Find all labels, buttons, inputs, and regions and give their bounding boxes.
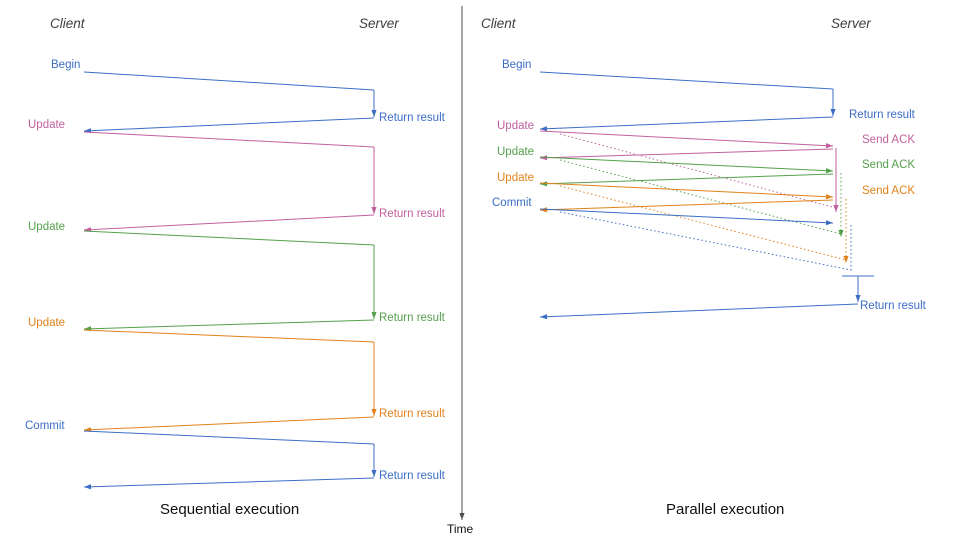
par-update1-request <box>539 130 834 147</box>
parallel-execution-caption: Parallel execution <box>666 501 785 518</box>
seq-commit-request <box>83 430 375 445</box>
par-update1-request-arrowhead <box>825 143 833 149</box>
par-begin-process-arrowhead <box>830 109 836 116</box>
par-update1-defer <box>559 133 837 209</box>
seq-update3-process-arrowhead <box>371 409 377 416</box>
seq-update2-request <box>83 230 375 246</box>
par-update3-defer <box>559 185 847 261</box>
par-update3-ack-arrowhead <box>540 207 548 213</box>
par-commit-response <box>539 303 859 318</box>
seq-update2-response <box>83 319 375 330</box>
par-update1-queue-arrowhead <box>833 205 839 212</box>
seq-update1-response <box>83 214 375 231</box>
par-update2-ack-arrowhead <box>540 181 548 187</box>
seq-commit-process-arrowhead <box>371 470 377 477</box>
par-update1-ack-arrowhead <box>540 155 548 161</box>
time-axis-arrowhead <box>459 513 465 520</box>
par-update2-ack <box>539 173 834 185</box>
seq-update3-request <box>83 329 375 343</box>
seq-update2-process-arrowhead <box>371 312 377 319</box>
seq-commit-response-arrowhead <box>84 484 92 490</box>
par-update3-ack <box>539 199 834 211</box>
par-commit-process-arrowhead <box>855 295 861 302</box>
par-commit-response-arrowhead <box>540 314 548 320</box>
par-update3-queue-arrowhead <box>843 256 849 263</box>
par-begin-response <box>539 116 834 130</box>
par-commit-request-arrowhead <box>825 220 833 226</box>
par-update1-ack <box>539 148 834 159</box>
sequential-execution-caption: Sequential execution <box>160 501 300 518</box>
par-begin-response-arrowhead <box>540 126 548 132</box>
seq-update1-request <box>83 131 375 148</box>
par-begin-request <box>539 71 834 90</box>
time-axis-label: Time <box>447 522 474 536</box>
par-update2-defer <box>559 159 842 235</box>
seq-begin-response <box>83 117 375 132</box>
seq-begin-process-arrowhead <box>371 110 377 117</box>
seq-commit-response <box>83 477 375 488</box>
seq-update1-process-arrowhead <box>371 207 377 214</box>
seq-update3-response <box>83 416 375 431</box>
par-update3-request <box>539 182 834 198</box>
par-commit-request <box>539 208 834 224</box>
par-update2-queue-arrowhead <box>838 230 844 237</box>
seq-begin-request <box>83 71 375 91</box>
par-update2-request <box>539 156 834 172</box>
par-commit-defer <box>559 211 852 271</box>
par-update3-request-arrowhead <box>825 194 833 200</box>
par-update2-request-arrowhead <box>825 168 833 174</box>
